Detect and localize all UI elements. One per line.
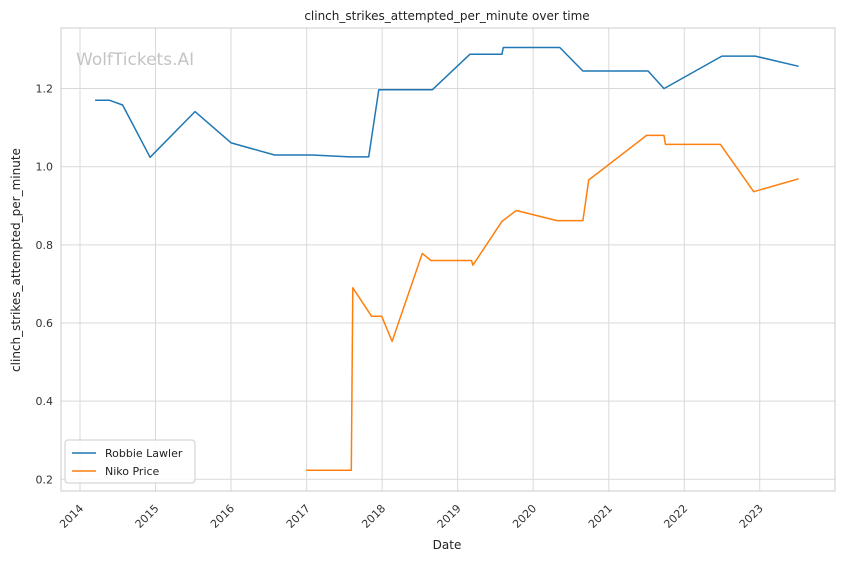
axis-ticks: 2014 2015 2016 2017 2018 2019 2020 2021 2022 2023… [36,83,766,531]
legend-label-niko-price: Niko Price [105,465,160,478]
legend-label-robbie-lawler: Robbie Lawler [105,447,183,460]
grid-lines [61,28,835,491]
chart-title: clinch_strikes_attempted_per_minute over… [304,9,589,23]
y-tick-label-1-2: 1.2 [36,83,54,96]
watermark-text: WolfTickets.AI [76,50,194,70]
x-axis-label: Date [433,538,462,552]
series-line-robbie-lawler [95,46,799,159]
legend-box [64,439,196,484]
series-lines [95,46,799,472]
y-axis-label: clinch_strikes_attempted_per_minute [9,148,23,372]
plot-frame [60,27,836,492]
legend: Robbie Lawler Niko Price [64,439,196,484]
y-tick-label-0-4: 0.4 [36,395,54,408]
y-tick-label-0-6: 0.6 [36,317,54,330]
y-tick-label-0-2: 0.2 [36,473,54,486]
y-tick-label-1-0: 1.0 [36,161,54,174]
y-tick-label-0-8: 0.8 [36,239,54,252]
series-line-niko-price [306,134,799,472]
